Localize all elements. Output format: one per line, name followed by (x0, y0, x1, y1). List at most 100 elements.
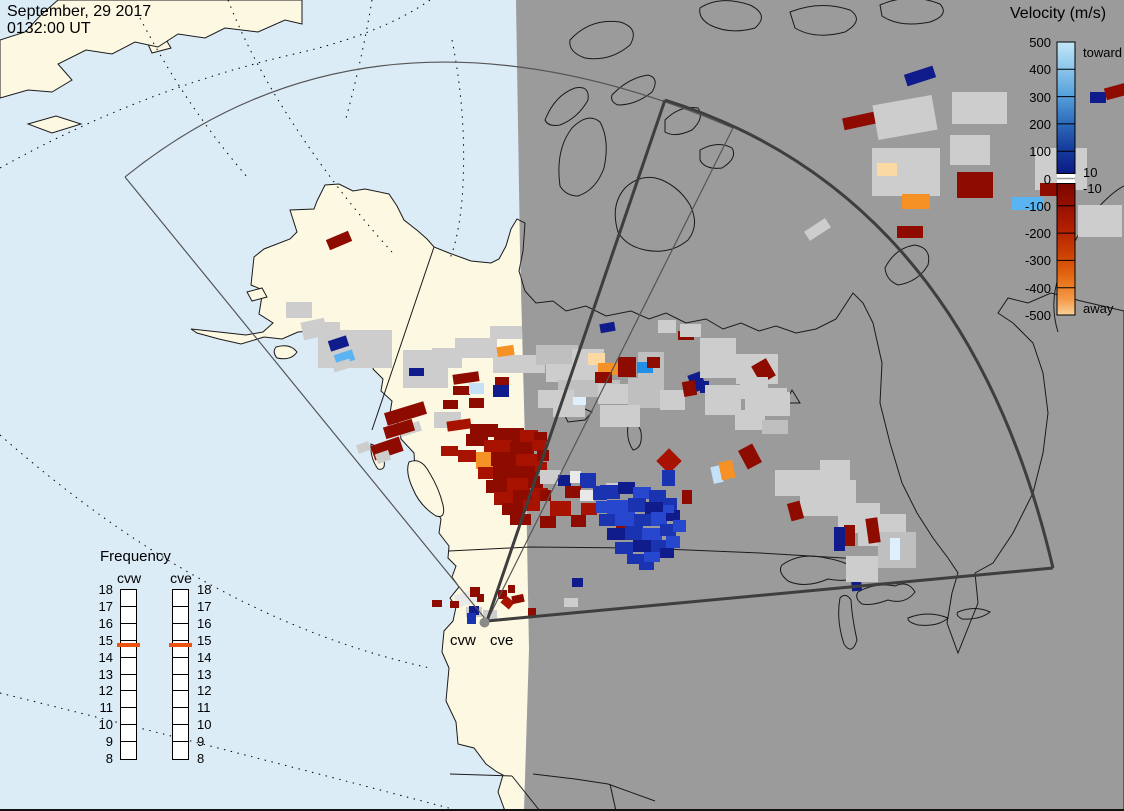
velocity-cell (374, 449, 392, 465)
frequency-tick-label: 10 (197, 717, 212, 733)
velocity-cell (656, 448, 682, 474)
colorbar-tick-label: 500 (1029, 35, 1051, 50)
velocity-cell (493, 355, 545, 373)
velocity-cell (571, 515, 586, 527)
velocity-cell (570, 471, 581, 483)
frequency-tick-label: 9 (105, 734, 113, 750)
colorbar-tick-label: -100 (1024, 198, 1051, 214)
frequency-marker (117, 642, 140, 647)
velocity-cell (762, 420, 788, 434)
frequency-tick-label: 16 (98, 615, 113, 631)
velocity-cell (628, 498, 646, 512)
colorbar-tick-label: 200 (1029, 116, 1051, 132)
velocity-cell (642, 528, 662, 540)
velocity-cell (599, 514, 617, 526)
velocity-cell (897, 226, 923, 238)
velocity-cell (322, 322, 340, 333)
velocity-cell (572, 578, 583, 587)
velocity-cell (507, 478, 530, 492)
velocity-cell (452, 371, 480, 385)
velocity-cell (633, 487, 651, 499)
velocity-cell (470, 587, 480, 597)
bottom-border (0, 809, 1124, 811)
velocity-cell (600, 485, 620, 499)
velocity-cell (660, 390, 685, 410)
frequency-bar-cell-line (172, 639, 189, 641)
velocity-cell (903, 65, 937, 87)
velocity-cell (820, 460, 850, 480)
velocity-cell (607, 528, 627, 540)
radar-site-label-cve: cve (490, 632, 514, 649)
velocity-cells-layer (286, 65, 1124, 624)
velocity-cell (580, 473, 596, 488)
frequency-bar-cell-line (120, 639, 137, 641)
velocity-cell (615, 512, 635, 526)
velocity-cell (634, 514, 652, 526)
frequency-tick-label: 8 (197, 751, 205, 766)
velocity-cell (493, 466, 518, 480)
arctic-islands (544, 0, 1124, 404)
frequency-bar-cell-line (120, 741, 137, 743)
velocity-cell (286, 302, 312, 318)
velocity-cell (618, 482, 635, 494)
frequency-bar-cell-line (120, 622, 137, 624)
velocity-cell (581, 503, 597, 515)
velocity-cell (618, 357, 636, 377)
velocity-cell (550, 501, 571, 516)
velocity-cell (469, 398, 484, 408)
velocity-cell (804, 218, 831, 241)
velocity-cell (478, 467, 494, 479)
velocity-cell (786, 500, 805, 522)
velocity-cell (580, 490, 594, 501)
frequency-title: Frequency (100, 548, 171, 565)
velocity-cell (902, 194, 930, 209)
velocity-cell (751, 358, 776, 384)
velocity-cell (318, 330, 392, 368)
velocity-cell (486, 480, 509, 493)
velocity-cell (325, 230, 353, 251)
velocity-cell (660, 524, 676, 536)
velocity-cell (470, 424, 498, 437)
velocity-cell (595, 372, 612, 383)
velocity-cell (700, 381, 709, 393)
frequency-bar (172, 589, 189, 760)
date-label: September, 29 2017 (7, 3, 152, 20)
frequency-tick-label: 11 (197, 700, 211, 716)
frequency-bar-cell-line (120, 690, 137, 692)
graticule (0, 0, 465, 811)
colorbar-tick-labels: 500 400 300 200 100 0 -100 -200 -300 -400 -500 (1005, 0, 1051, 330)
velocity-cell (441, 446, 458, 456)
velocity-cell (673, 520, 686, 532)
velocity-cell (502, 503, 525, 515)
velocity-cell (1078, 205, 1122, 237)
fov-fan-cvw (124, 61, 734, 622)
frequency-bar-cell-line (172, 741, 189, 743)
velocity-cell (516, 454, 540, 467)
velocity-cell (467, 613, 476, 624)
frequency-tick-label: 14 (98, 649, 113, 665)
velocity-cell (649, 490, 666, 504)
colorbar-tick-label: 0 (1043, 171, 1051, 187)
frequency-bar-cell-line (172, 673, 189, 675)
velocity-cell (877, 163, 897, 176)
time-label: 0132:00 UT (7, 20, 91, 37)
velocity-cell (662, 470, 675, 486)
colorbar-toward-label: toward (1083, 45, 1123, 60)
velocity-cell (645, 502, 665, 514)
political-borders (371, 246, 906, 811)
frequency-tick-label: 12 (98, 683, 113, 699)
velocity-cell (510, 442, 534, 455)
velocity-cell (599, 321, 616, 334)
velocity-cell (663, 505, 674, 513)
velocity-cell (520, 430, 538, 442)
colorbar-tick-label: 400 (1029, 62, 1051, 78)
frequency-marker (169, 642, 192, 647)
frequency-bar-cell-line (172, 622, 189, 624)
colorbar-neg-threshold: -10 (1083, 181, 1102, 196)
radar-site-marker (479, 617, 490, 628)
colorbar-title: Velocity (m/s) (1010, 5, 1107, 22)
velocity-cell (491, 452, 518, 466)
velocity-cell (957, 172, 993, 198)
